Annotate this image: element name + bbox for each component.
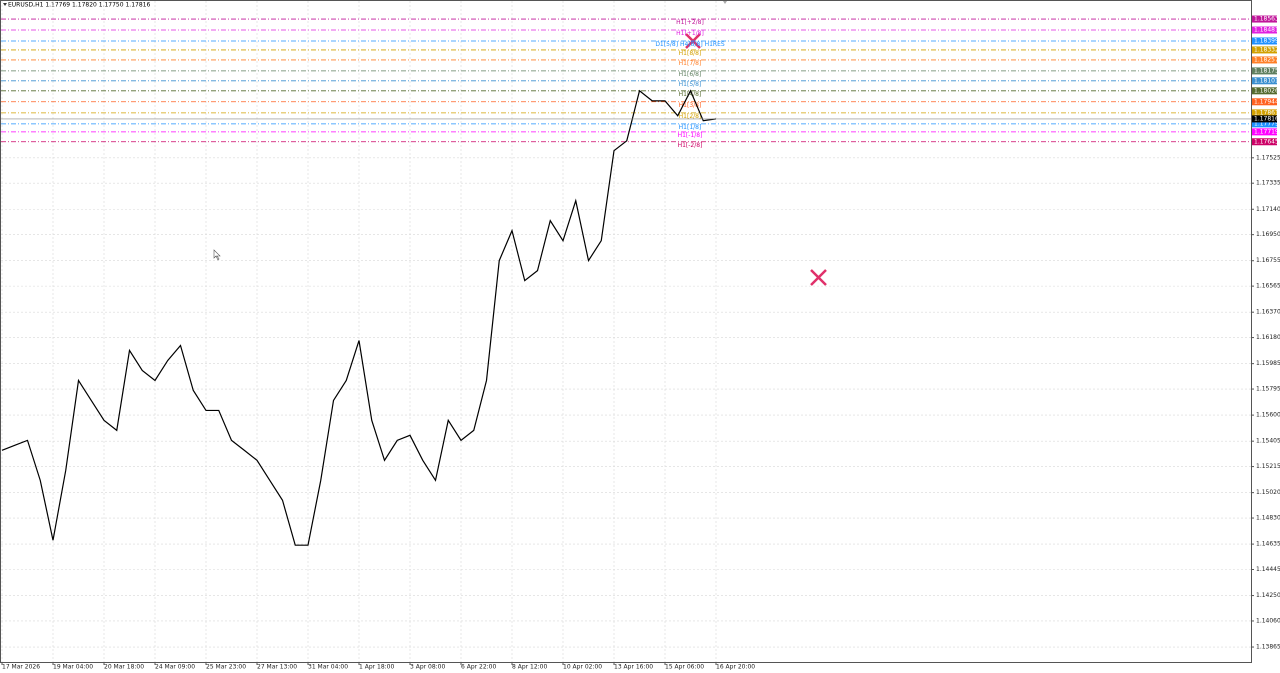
level-label: H1[+2/8]	[676, 19, 704, 26]
x-tick-label: 13 Apr 16:00	[614, 664, 653, 671]
level-label: H1[5/8]	[679, 81, 702, 88]
level-label: H1[+1/8]	[676, 30, 704, 37]
bid-box	[1252, 115, 1277, 123]
cross-marker	[810, 269, 827, 286]
level-price: 1.18257	[1254, 56, 1279, 63]
x-tick-label: 16 Apr 20:00	[716, 664, 755, 671]
y-tick-label: 1.17525	[1256, 154, 1280, 161]
level-price: 1.17719	[1254, 128, 1279, 135]
y-tick-label: 1.16180	[1256, 334, 1280, 341]
level-price: 1.18101	[1254, 77, 1279, 84]
x-tick-label: 17 Mar 2026	[2, 664, 40, 671]
level-price: 1.17645	[1254, 138, 1279, 145]
level-price-box	[1252, 67, 1277, 75]
x-tick-label: 27 Mar 13:00	[257, 664, 297, 671]
y-tick-label: 1.15405	[1256, 438, 1280, 445]
level-price: 1.18026	[1254, 87, 1279, 94]
x-tick-label: 25 Mar 23:00	[206, 664, 246, 671]
y-tick-label: 1.16950	[1256, 231, 1280, 238]
level-price: 1.18563	[1254, 16, 1279, 23]
level-label: H1[3/8]	[679, 102, 702, 109]
y-tick-label: 1.15215	[1256, 463, 1280, 470]
level-price-box	[1252, 77, 1277, 85]
y-tick-label: 1.17335	[1256, 180, 1280, 187]
level-price-box	[1252, 37, 1277, 45]
level-price-box	[1252, 46, 1277, 54]
level-price: 1.17861	[1254, 109, 1279, 116]
x-tick-label: 24 Mar 09:00	[155, 664, 195, 671]
level-price: 1.18481	[1254, 27, 1279, 34]
level-label: H1[-2/8]	[678, 142, 703, 149]
level-price-box	[1252, 138, 1277, 146]
mouse-cursor	[213, 249, 221, 261]
level-price-box	[1252, 98, 1277, 106]
x-tick-label: 3 Apr 08:00	[410, 664, 445, 671]
level-price-box	[1252, 120, 1277, 128]
y-tick-label: 1.15985	[1256, 360, 1280, 367]
y-tick-label: 1.15020	[1256, 489, 1280, 496]
level-label: H1[4/8]	[679, 91, 702, 98]
y-tick-label: 1.14060	[1256, 617, 1280, 624]
level-label: H1[7/8]	[679, 60, 702, 67]
y-tick-label: 1.14250	[1256, 592, 1280, 599]
level-price: 1.17779	[1254, 120, 1279, 127]
level-price-box	[1252, 26, 1277, 34]
y-tick-label: 1.16565	[1256, 283, 1280, 290]
x-tick-label: 31 Mar 04:00	[308, 664, 348, 671]
y-tick-label: 1.16370	[1256, 309, 1280, 316]
level-label: H1[2/8]	[679, 113, 702, 120]
y-tick-label: 1.13865	[1256, 644, 1280, 651]
level-label: H1[-1/8]	[678, 132, 703, 139]
y-tick-label: 1.15600	[1256, 412, 1280, 419]
level-label: D1[5/8] H4[8/8] H1RES	[655, 41, 725, 48]
shift-marker	[723, 1, 727, 4]
level-price-box	[1252, 87, 1277, 95]
x-tick-label: 19 Mar 04:00	[53, 664, 93, 671]
level-label: H1[6/8]	[679, 71, 702, 78]
level-price: 1.18399	[1254, 37, 1279, 44]
price-line	[1, 89, 717, 546]
y-tick-label: 1.15795	[1256, 386, 1280, 393]
x-tick-label: 1 Apr 18:00	[359, 664, 394, 671]
chart-title: EURUSD,H1 1.17769 1.17820 1.17750 1.1781…	[8, 2, 150, 9]
x-tick-label: 15 Apr 06:00	[665, 664, 704, 671]
level-price: 1.18332	[1254, 46, 1279, 53]
level-price: 1.18175	[1254, 67, 1279, 74]
y-tick-label: 1.14635	[1256, 541, 1280, 548]
plot-frame	[0, 0, 1252, 663]
level-price-box	[1252, 15, 1277, 23]
y-tick-label: 1.14830	[1256, 515, 1280, 522]
x-tick-label: 20 Mar 18:00	[104, 664, 144, 671]
y-tick-label: 1.14445	[1256, 566, 1280, 573]
level-price-box	[1252, 56, 1277, 64]
level-label: H1[1/8]	[679, 124, 702, 131]
x-tick-label: 6 Apr 22:00	[461, 664, 496, 671]
bid-price: 1.17816	[1254, 115, 1279, 122]
title-arrow	[3, 3, 7, 6]
level-price-box	[1252, 109, 1277, 117]
level-label: H1[8/8]	[679, 50, 702, 57]
x-tick-label: 8 Apr 12:00	[512, 664, 547, 671]
y-tick-label: 1.16755	[1256, 257, 1280, 264]
level-price-box	[1252, 128, 1277, 136]
x-tick-label: 10 Apr 02:00	[563, 664, 602, 671]
level-price: 1.17944	[1254, 98, 1279, 105]
y-tick-label: 1.17140	[1256, 206, 1280, 213]
